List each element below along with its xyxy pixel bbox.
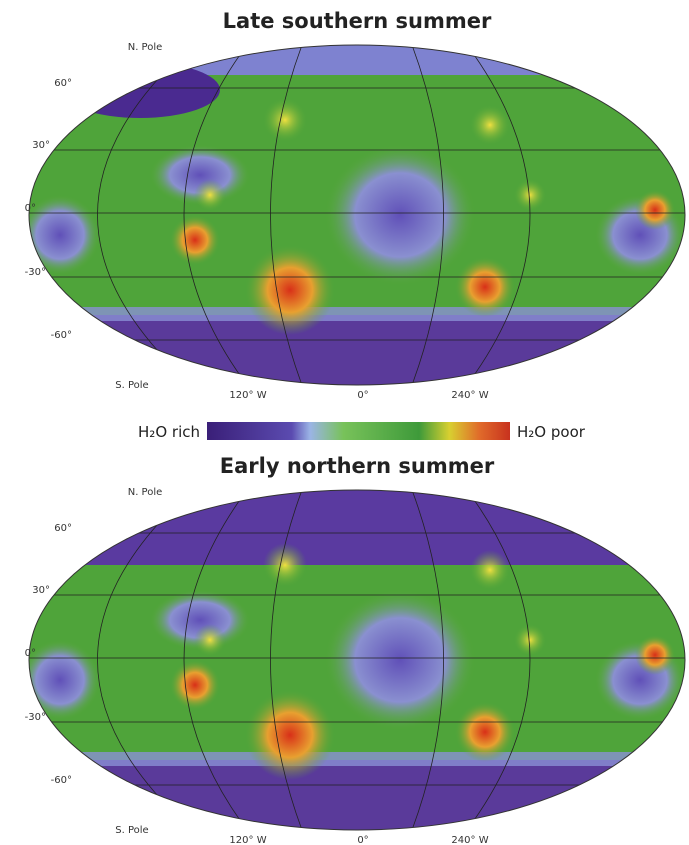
map-title: Early northern summer [220,454,495,478]
latitude-label: 0° [25,648,36,659]
latitude-label: 60° [54,78,72,89]
south-fringe [0,752,689,766]
warm-region [263,98,307,142]
longitude-label: 120° W [229,835,266,845]
colorbar-low-label: H₂O rich [138,423,200,441]
dry-region [245,690,335,780]
latitude-label: 30° [32,140,50,151]
longitude-label: 240° W [451,390,488,401]
north-band [0,490,689,565]
figure: H₂O rich H₂O poor Late southern summer N.… [0,0,689,845]
latitude-label: -30° [25,267,46,278]
wet-region [325,590,475,730]
map-title: Late southern summer [223,9,492,33]
latitude-label: 0° [25,203,36,214]
north-pole-label: N. Pole [128,487,163,498]
dry-region [245,245,335,335]
latitude-label: 30° [32,585,50,596]
warm-region [194,624,226,656]
south-pole-label: S. Pole [115,825,148,836]
dry-region [635,635,675,675]
dry-region [455,702,515,762]
north-band [0,45,689,75]
colorbar-high-label: H₂O poor [517,423,586,441]
south-fringe [0,307,689,321]
north-patch [60,62,220,118]
south-band [0,315,689,395]
longitude-label: 240° W [451,835,488,845]
north-pole-label: N. Pole [128,42,163,53]
warm-region [194,179,226,211]
south-band [0,760,689,840]
wet-region [325,145,475,285]
longitude-label: 0° [357,835,368,845]
dry-region [170,215,220,265]
latitude-label: -60° [51,775,72,786]
mars-map [0,490,689,840]
colorbar [207,422,510,440]
warm-region [263,543,307,587]
dry-region [455,257,515,317]
warm-region [470,550,510,590]
longitude-label: 120° W [229,390,266,401]
dry-region [635,190,675,230]
mars-map [0,45,689,395]
dry-region [170,660,220,710]
warm-region [470,105,510,145]
latitude-label: 60° [54,523,72,534]
longitude-label: 0° [357,390,368,401]
latitude-label: -60° [51,330,72,341]
south-pole-label: S. Pole [115,380,148,391]
latitude-label: -30° [25,712,46,723]
